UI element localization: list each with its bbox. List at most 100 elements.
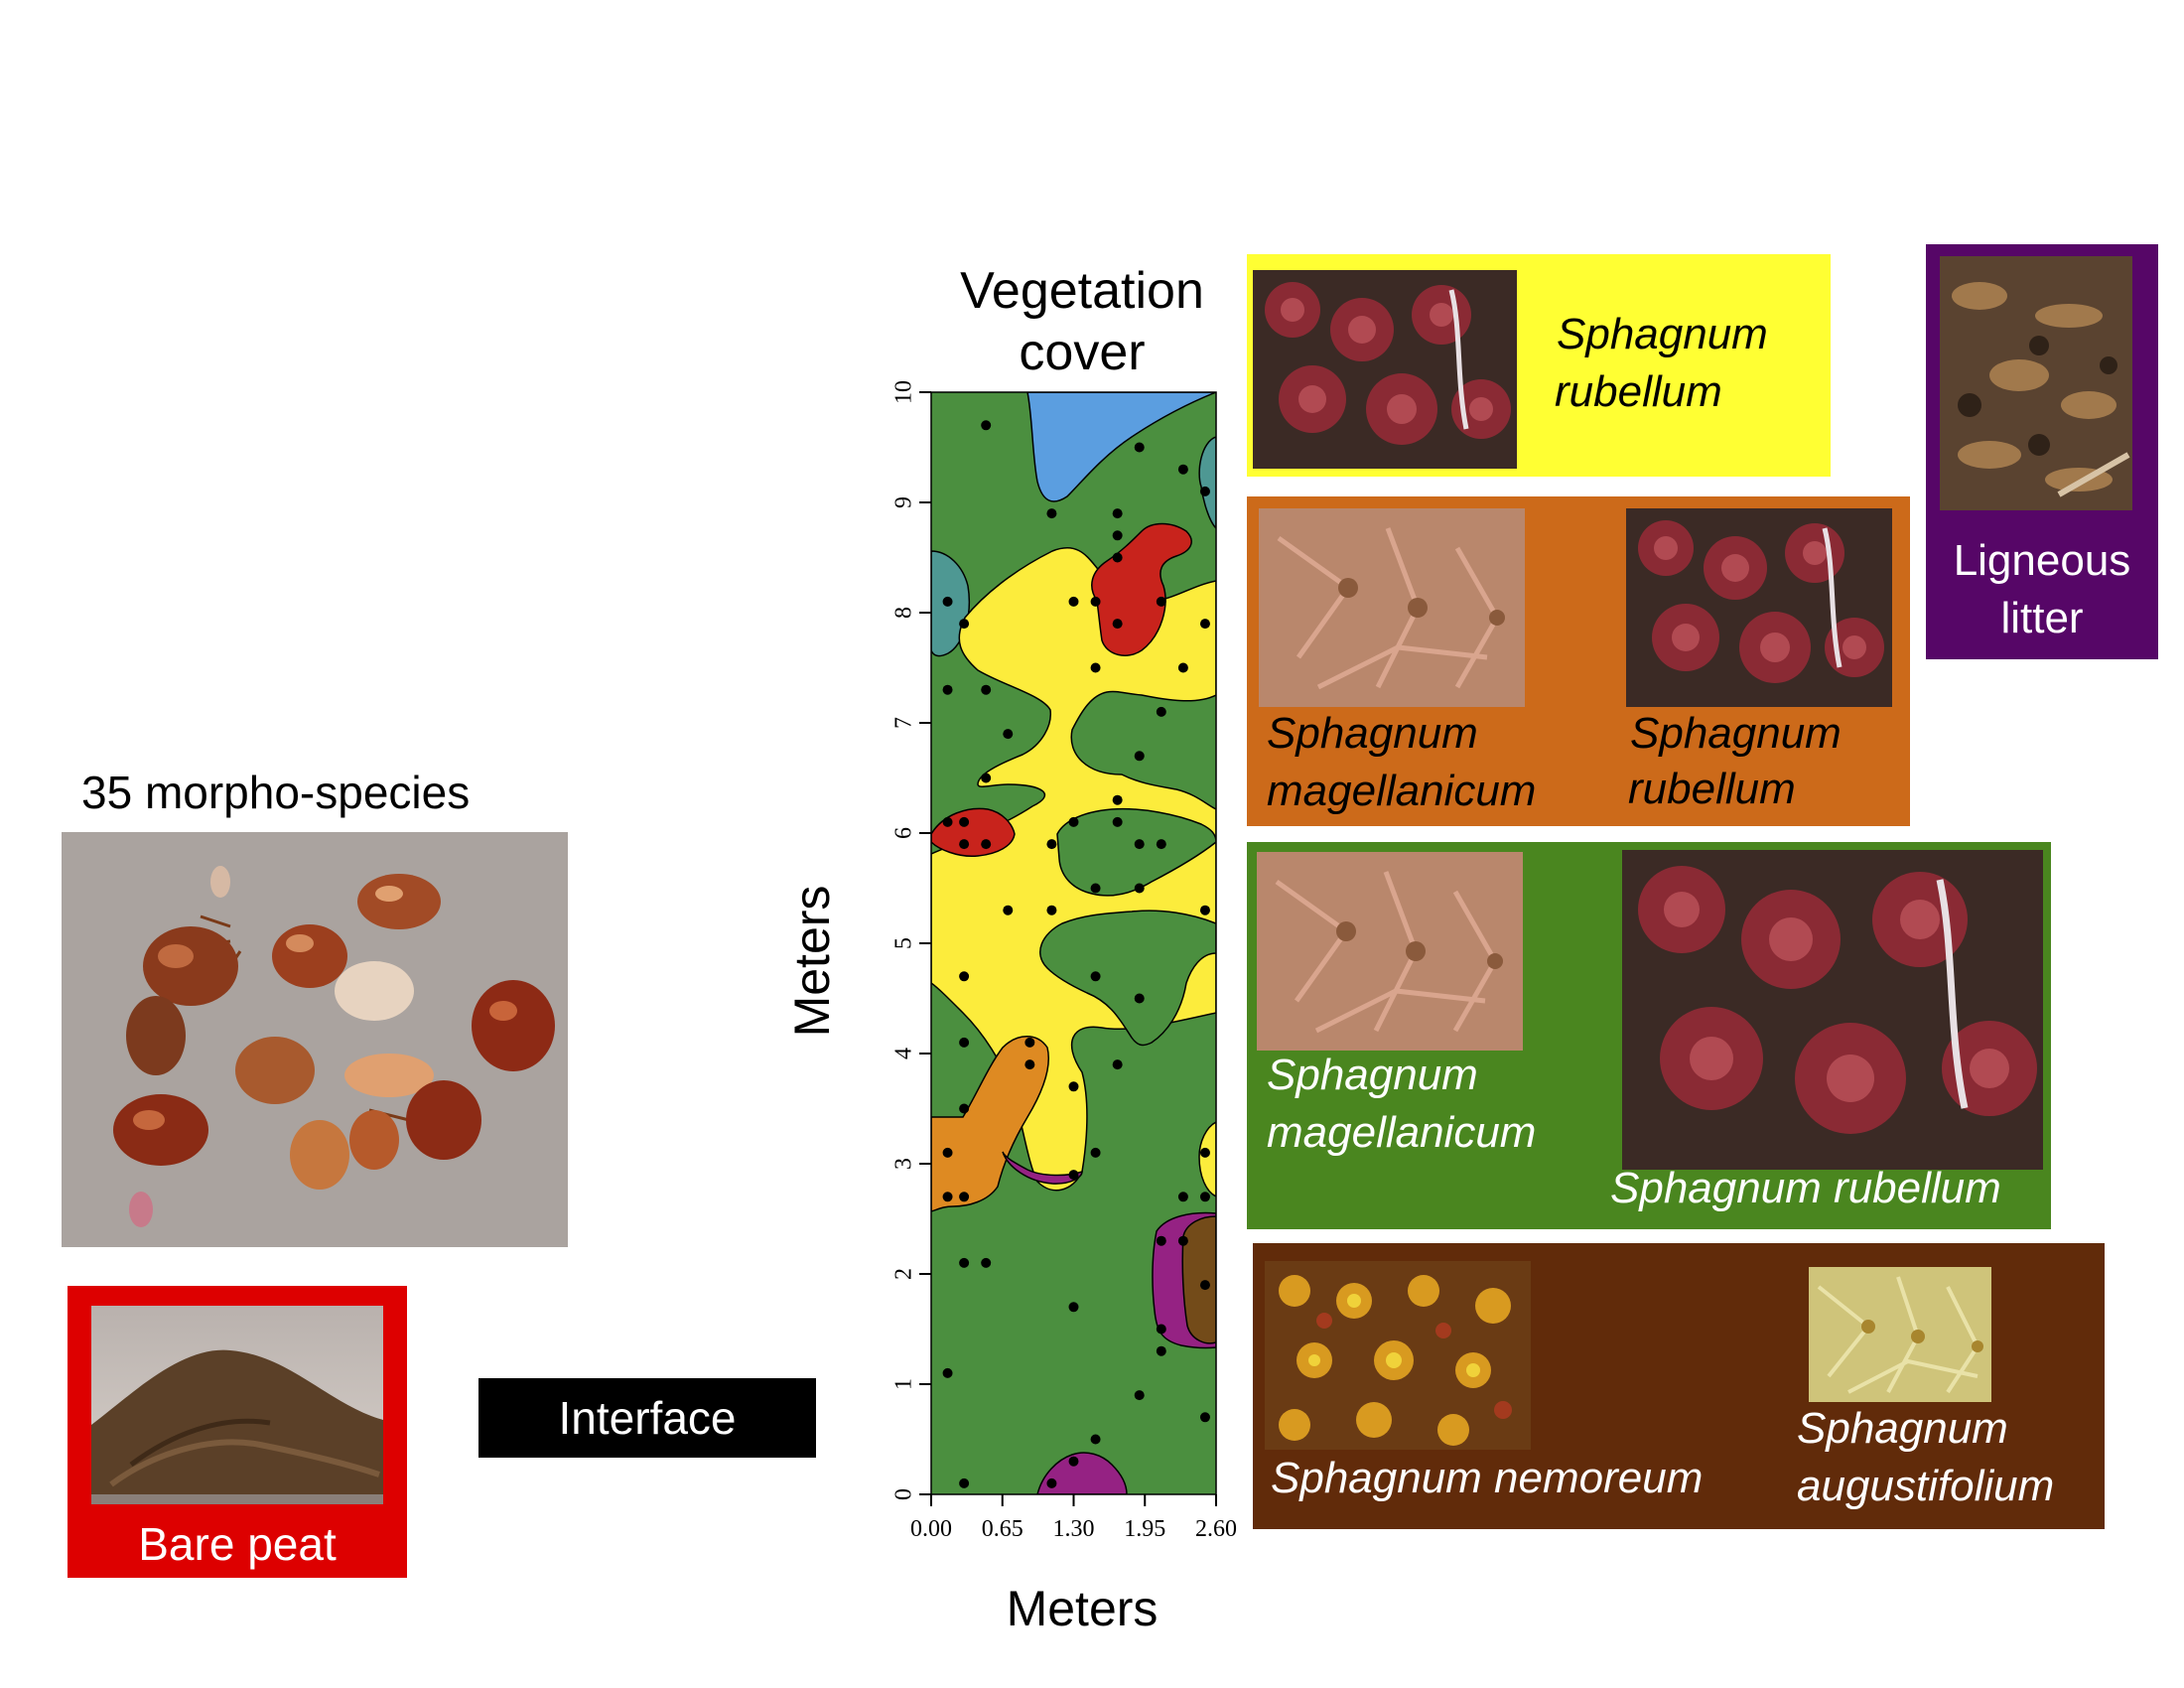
sample-point [1112, 794, 1123, 805]
sample-point [1090, 883, 1101, 894]
sample-point [1156, 839, 1166, 850]
brown-species-a: Sphagnum nemoreum [1271, 1454, 1704, 1502]
sample-point [1024, 1059, 1035, 1070]
sample-point [1156, 596, 1166, 607]
orange-species-b-line1: Sphagnum [1630, 709, 1842, 758]
moss-illustration [1257, 852, 1523, 1051]
y-tick-label: 6 [891, 827, 917, 839]
sample-point [1112, 619, 1123, 630]
y-tick-label: 7 [891, 717, 917, 729]
sample-point [959, 1103, 970, 1114]
sample-point [1134, 839, 1145, 850]
sample-point [1199, 1147, 1210, 1158]
y-tick-label: 4 [891, 1048, 917, 1059]
sample-point [1068, 1170, 1079, 1181]
green-species-a-line1: Sphagnum [1267, 1051, 1478, 1099]
sample-point [1134, 993, 1145, 1004]
sample-point [1199, 486, 1210, 496]
zone-purple-bottom [1036, 1452, 1128, 1494]
sample-point [981, 684, 992, 695]
chart-title: Vegetation cover [960, 262, 1204, 381]
axis-ticks [919, 391, 1217, 1506]
rubellum-photo-orange [1626, 508, 1892, 707]
magellanicum-photo-green [1257, 852, 1523, 1051]
brown-species-b-line1: Sphagnum [1797, 1404, 2008, 1453]
litter-label-line1: Ligneous [1953, 536, 2131, 585]
sample-point [981, 420, 992, 431]
bare-peat-label: Bare peat [138, 1518, 337, 1570]
sample-point [942, 1367, 953, 1378]
sample-point [981, 773, 992, 783]
x-tick-label: 0.65 [982, 1516, 1024, 1542]
y-tick-label: 5 [891, 937, 917, 949]
sample-point [959, 619, 970, 630]
rubellum-photo-green [1622, 850, 2043, 1170]
sample-point [1090, 596, 1101, 607]
y-tick-label: 3 [891, 1158, 917, 1170]
zone-brown [1181, 1215, 1216, 1344]
sample-point [1112, 816, 1123, 827]
x-tick-label: 1.95 [1124, 1516, 1165, 1542]
sample-point [959, 1037, 970, 1048]
sample-point [1046, 905, 1057, 915]
green-species-b: Sphagnum rubellum [1610, 1164, 2001, 1212]
y-tick-label: 0 [891, 1488, 917, 1500]
sample-point [1090, 971, 1101, 982]
sample-point [959, 816, 970, 827]
legend-panel-purple: Ligneous litter [1926, 244, 2158, 659]
mites-caption: 35 morpho-species [81, 767, 471, 818]
sample-point [1134, 883, 1145, 894]
vegetation-map: 0 1 2 3 4 5 6 7 8 9 10 0.00 0.65 1.30 1.95 2.60 [891, 380, 1238, 1542]
chart-ylabel: Meters [784, 885, 840, 1038]
orange-species-a-line1: Sphagnum [1267, 709, 1478, 758]
sample-point [1156, 1235, 1166, 1246]
legend-panel-green: Sphagnum magellanicum Sphagnum rubellum [1247, 842, 2051, 1229]
nemoreum-photo [1265, 1261, 1531, 1450]
moss-illustration [1265, 1261, 1531, 1450]
vegetation-zones [931, 392, 1216, 1494]
sample-point [1199, 905, 1210, 915]
mites-photo [62, 832, 568, 1247]
moss-illustration [1809, 1267, 1991, 1402]
bare-peat-photo [91, 1306, 383, 1504]
legend-panel-yellow: Sphagnum rubellum [1247, 254, 1831, 477]
sample-point [942, 816, 953, 827]
sample-point [1177, 1192, 1188, 1202]
magellanicum-photo-orange [1259, 508, 1525, 707]
moss-illustration [1253, 270, 1517, 469]
zone-green-right [1039, 910, 1216, 1047]
sample-point [1090, 1147, 1101, 1158]
sample-point [1068, 816, 1079, 827]
y-tick-label: 10 [891, 380, 917, 404]
litter-illustration [1940, 256, 2132, 510]
sample-point [1112, 508, 1123, 519]
sample-point [1156, 1345, 1166, 1356]
yellow-species-line1: Sphagnum [1557, 310, 1768, 358]
mites-illustration [62, 832, 568, 1247]
y-tick-label: 2 [891, 1268, 917, 1280]
moss-illustration [1626, 508, 1892, 707]
sample-point [1112, 530, 1123, 541]
sample-point [1068, 596, 1079, 607]
sample-point [959, 971, 970, 982]
x-tick-label: 0.00 [910, 1516, 952, 1542]
orange-species-b-line2: rubellum [1628, 765, 1796, 813]
sample-point [1003, 905, 1014, 915]
sample-point [1134, 1390, 1145, 1401]
x-tick-label: 1.30 [1053, 1516, 1095, 1542]
y-tick-label: 9 [891, 496, 917, 508]
sample-point [1112, 552, 1123, 563]
sample-point [942, 1192, 953, 1202]
green-species-a-line2: magellanicum [1267, 1108, 1537, 1157]
orange-species-a-line2: magellanicum [1267, 767, 1537, 815]
sample-point [1177, 464, 1188, 475]
zone-yellow-right [1198, 1121, 1216, 1197]
peat-illustration [91, 1306, 383, 1504]
sample-point [1024, 1037, 1035, 1048]
sample-point [1068, 1302, 1079, 1313]
interface-label: Interface [558, 1392, 737, 1444]
zone-purple-small [1002, 1151, 1083, 1185]
legend-panel-orange: Sphagnum magellanicum Sphagnum rubellum [1247, 496, 1910, 826]
yellow-species-line2: rubellum [1555, 367, 1722, 416]
rubellum-photo-yellow [1253, 270, 1517, 469]
